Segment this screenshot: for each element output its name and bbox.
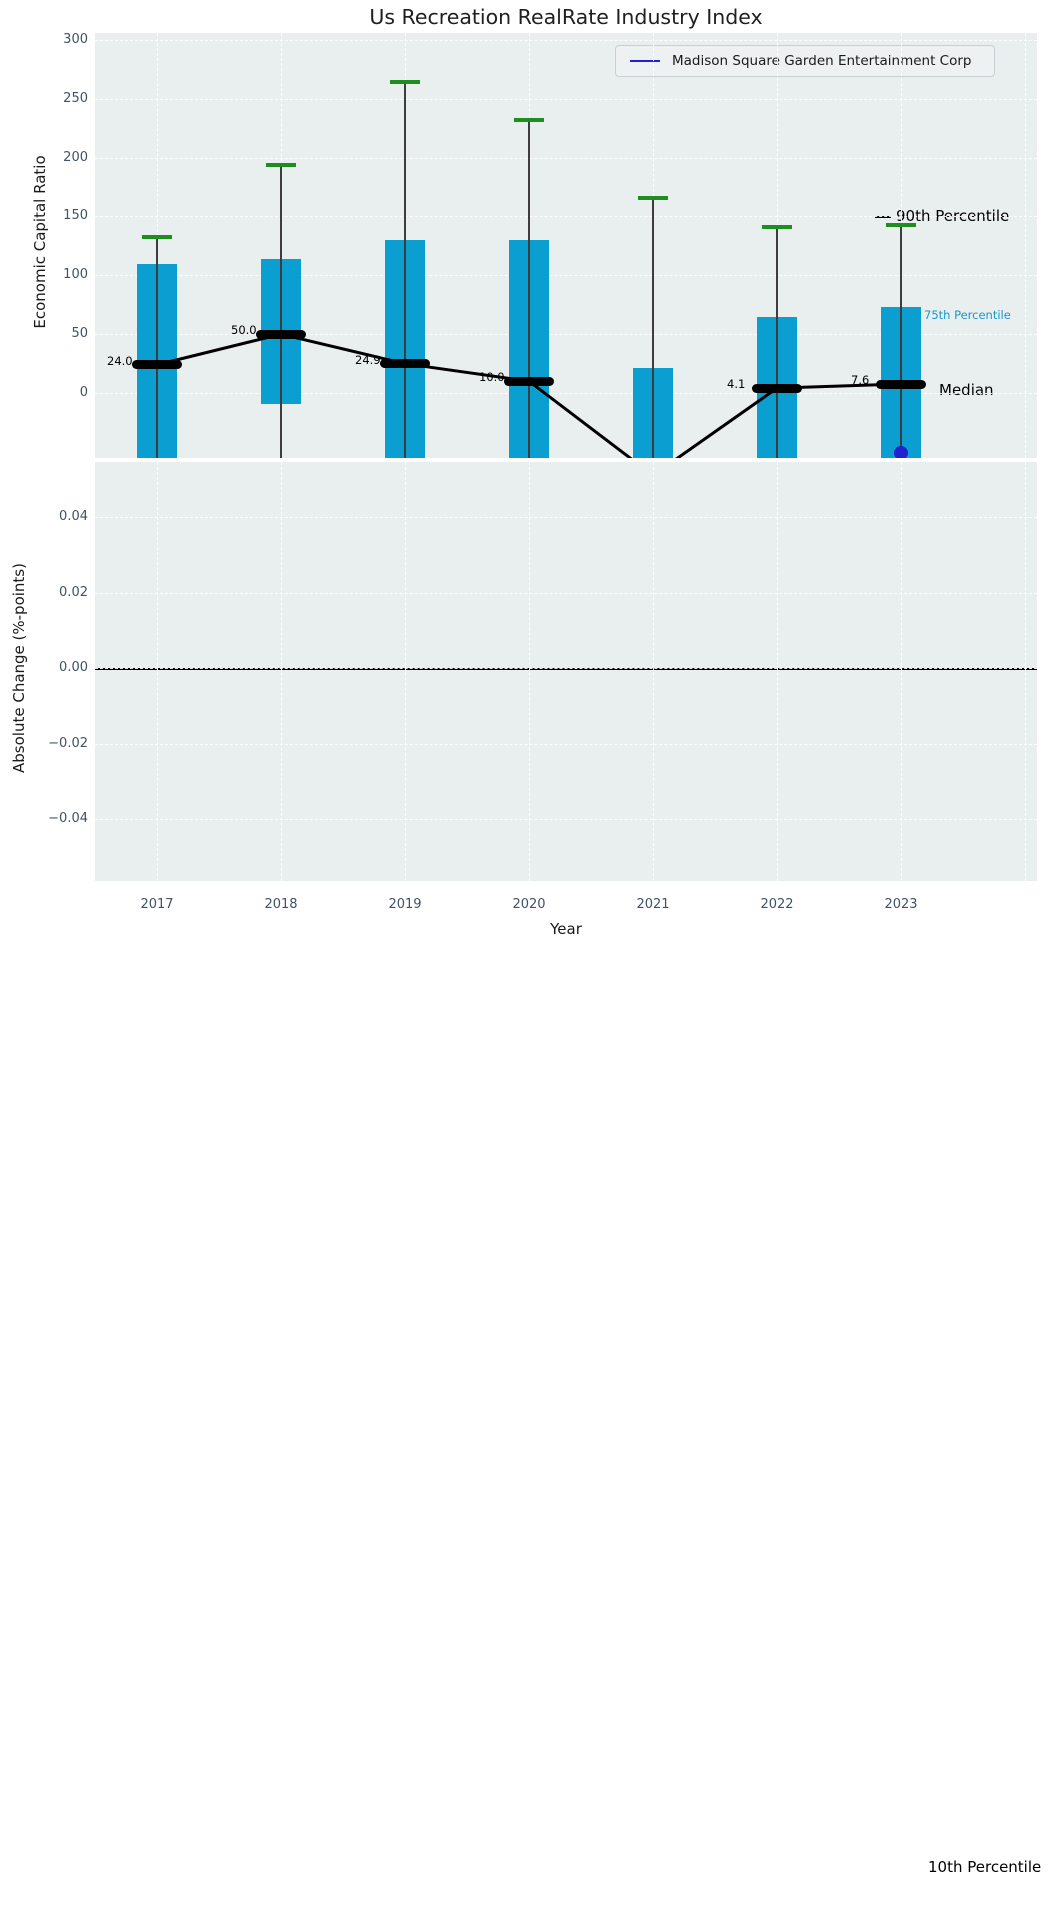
grid-line-vertical xyxy=(901,462,902,881)
median-value-label-2019: 24.9 xyxy=(355,352,381,367)
whisker-line-2020 xyxy=(528,120,530,458)
bottom-y-tick-label: −0.02 xyxy=(48,735,88,751)
x-tick-label-2020: 2020 xyxy=(512,897,546,912)
grid-line-vertical xyxy=(653,462,654,881)
top-y-tick-label: 300 xyxy=(63,31,88,47)
legend-line-sample xyxy=(630,59,660,63)
grid-line-vertical xyxy=(529,462,530,881)
grid-line-horizontal xyxy=(95,39,1037,41)
median-value-label-2020: 10.0 xyxy=(479,370,505,385)
median-marker-2018 xyxy=(256,329,306,339)
grid-line-vertical xyxy=(281,462,282,881)
bottom-plot-area xyxy=(95,462,1037,881)
top-y-tick-label: 150 xyxy=(63,208,88,224)
whisker-cap-2020 xyxy=(514,118,544,122)
top-y-tick-label: 200 xyxy=(63,149,88,165)
median-marker-2019 xyxy=(380,359,430,369)
top-plot-area: Madison Square Garden Entertainment Corp… xyxy=(95,33,1037,458)
annotation-10th-percentile: 10th Percentile xyxy=(928,1858,1042,1876)
x-tick-label-2023: 2023 xyxy=(884,897,918,912)
bottom-y-tick-label: 0.00 xyxy=(59,660,88,675)
legend: Madison Square Garden Entertainment Corp xyxy=(615,45,995,77)
top-y-axis-label: Economic Capital Ratio xyxy=(31,155,49,329)
whisker-line-2019 xyxy=(404,82,406,458)
median-value-label-2023: 7.6 xyxy=(851,373,870,388)
whisker-cap-2017 xyxy=(142,234,172,239)
median-line xyxy=(156,332,902,458)
grid-line-horizontal xyxy=(95,668,1037,669)
annotation-75th-percentile: 75th Percentile xyxy=(924,308,1011,322)
whisker-line-2018 xyxy=(280,164,282,458)
whisker-line-2023 xyxy=(900,224,902,458)
top-y-tick-label: 50 xyxy=(71,326,88,342)
x-tick-label-2017: 2017 xyxy=(140,897,174,912)
grid-line-horizontal xyxy=(95,216,1037,218)
grid-line-horizontal xyxy=(95,819,1037,820)
median-marker-2023 xyxy=(876,379,926,389)
grid-line-vertical xyxy=(157,462,158,881)
top-y-tick-label: 250 xyxy=(63,90,88,106)
x-tick-label-2019: 2019 xyxy=(388,897,422,912)
median-value-label-2017: 24.0 xyxy=(107,353,133,368)
bottom-y-tick-label: 0.02 xyxy=(59,584,88,600)
grid-line-vertical xyxy=(405,462,406,881)
x-axis-label: Year xyxy=(550,920,582,938)
grid-line-horizontal xyxy=(95,275,1037,277)
whisker-line-2022 xyxy=(776,227,778,458)
x-tick-label-2022: 2022 xyxy=(760,897,794,912)
top-y-tick-label: 0 xyxy=(79,385,88,400)
whisker-cap-2023 xyxy=(886,222,916,227)
grid-line-horizontal xyxy=(95,393,1037,394)
x-tick-label-2018: 2018 xyxy=(264,897,298,912)
annotation-90th-percentile: 90th Percentile xyxy=(896,207,1010,225)
company-point xyxy=(894,446,908,458)
whisker-line-2017 xyxy=(156,236,158,458)
bottom-y-tick-label: −0.04 xyxy=(48,811,88,826)
whisker-cap-2019 xyxy=(390,80,420,85)
median-marker-2017 xyxy=(132,360,182,370)
top-y-tick-label: 100 xyxy=(63,267,88,283)
median-value-label-2018: 50.0 xyxy=(231,323,257,338)
median-marker-2020 xyxy=(504,376,554,386)
grid-line-horizontal xyxy=(95,517,1037,518)
grid-line-horizontal xyxy=(95,334,1037,336)
whisker-line-2021 xyxy=(652,197,654,458)
grid-line-horizontal xyxy=(95,157,1037,159)
median-value-label-2022: 4.1 xyxy=(727,377,746,392)
grid-line-vertical xyxy=(777,462,778,881)
whisker-cap-2022 xyxy=(762,225,792,230)
grid-line-vertical xyxy=(1025,33,1026,458)
grid-line-vertical xyxy=(1025,462,1026,881)
x-tick-label-2021: 2021 xyxy=(636,897,670,912)
grid-line-horizontal xyxy=(95,743,1037,745)
whisker-cap-2018 xyxy=(266,162,296,167)
grid-line-horizontal xyxy=(95,98,1037,100)
median-marker-2022 xyxy=(752,383,802,393)
bottom-y-tick-label: 0.04 xyxy=(59,509,88,524)
annotation-median: Median xyxy=(939,381,994,399)
chart-title: Us Recreation RealRate Industry Index xyxy=(369,5,763,29)
legend-label: Madison Square Garden Entertainment Corp xyxy=(672,53,972,69)
whisker-cap-2021 xyxy=(638,195,668,200)
grid-line-horizontal xyxy=(95,592,1037,594)
